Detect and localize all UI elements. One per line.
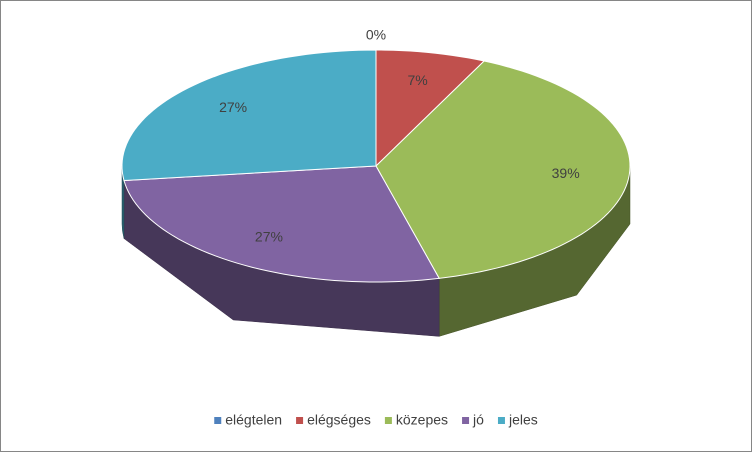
- data-label: 27%: [219, 99, 247, 115]
- pie-slice: [375, 60, 631, 279]
- legend-marker: [296, 417, 304, 424]
- legend-label: jó: [472, 412, 484, 428]
- legend: elégtelen elégséges közepes jó jeles: [214, 412, 538, 428]
- legend-label: elégtelen: [225, 412, 282, 428]
- legend-marker: [384, 417, 392, 424]
- data-label: 7%: [407, 72, 427, 88]
- data-label: 0%: [366, 27, 386, 43]
- legend-marker: [497, 417, 505, 424]
- pie-slice: [375, 49, 486, 168]
- pie-slice: [123, 165, 440, 283]
- data-label: 39%: [552, 165, 580, 181]
- legend-label: elégséges: [307, 412, 371, 428]
- legend-label: közepes: [396, 412, 448, 428]
- data-label: 27%: [255, 229, 283, 245]
- pie-slice: [121, 49, 377, 182]
- legend-marker: [214, 417, 222, 424]
- legend-label: jeles: [508, 412, 538, 428]
- legend-marker: [462, 417, 470, 424]
